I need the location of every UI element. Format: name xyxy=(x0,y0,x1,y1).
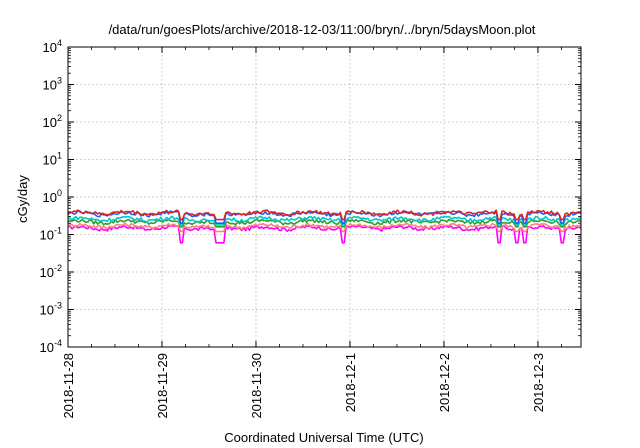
x-tick-label: 2018-11-28 xyxy=(61,353,76,419)
y-tick-label: 10-2 xyxy=(40,263,62,280)
x-tick-label: 2018-12-1 xyxy=(343,353,358,412)
chart-title: /data/run/goesPlots/archive/2018-12-03/1… xyxy=(109,22,536,37)
y-axis-label: cGy/day xyxy=(15,175,30,223)
y-tick-label: 104 xyxy=(43,38,62,55)
y-tick-label: 10-3 xyxy=(40,301,62,318)
series-line xyxy=(67,218,582,228)
y-tick-labels: 10-4 10-3 10-2 10-1 100 101 102 103 104 xyxy=(40,38,62,355)
y-tick-label: 10-1 xyxy=(40,226,62,243)
x-tick-label: 2018-12-2 xyxy=(437,353,452,412)
x-axis-label: Coordinated Universal Time (UTC) xyxy=(224,430,423,445)
x-tick-label: 2018-11-30 xyxy=(249,353,264,419)
x-tick-label: 2018-12-3 xyxy=(531,353,546,412)
y-tick-label: 103 xyxy=(43,76,62,93)
series-line xyxy=(67,215,582,226)
grid xyxy=(68,47,581,347)
y-tick-label: 10-4 xyxy=(40,338,62,355)
x-tick-label: 2018-11-29 xyxy=(155,353,170,419)
series-line xyxy=(67,222,582,233)
y-tick-label: 102 xyxy=(43,113,62,130)
series-layer xyxy=(67,209,582,244)
y-tick-label: 100 xyxy=(43,188,62,205)
series-line xyxy=(67,209,582,221)
y-tick-label: 101 xyxy=(43,151,62,168)
x-tick-labels: 2018-11-28 2018-11-29 2018-11-30 2018-12-1 2… xyxy=(61,353,546,419)
axis-ticks xyxy=(67,46,581,348)
